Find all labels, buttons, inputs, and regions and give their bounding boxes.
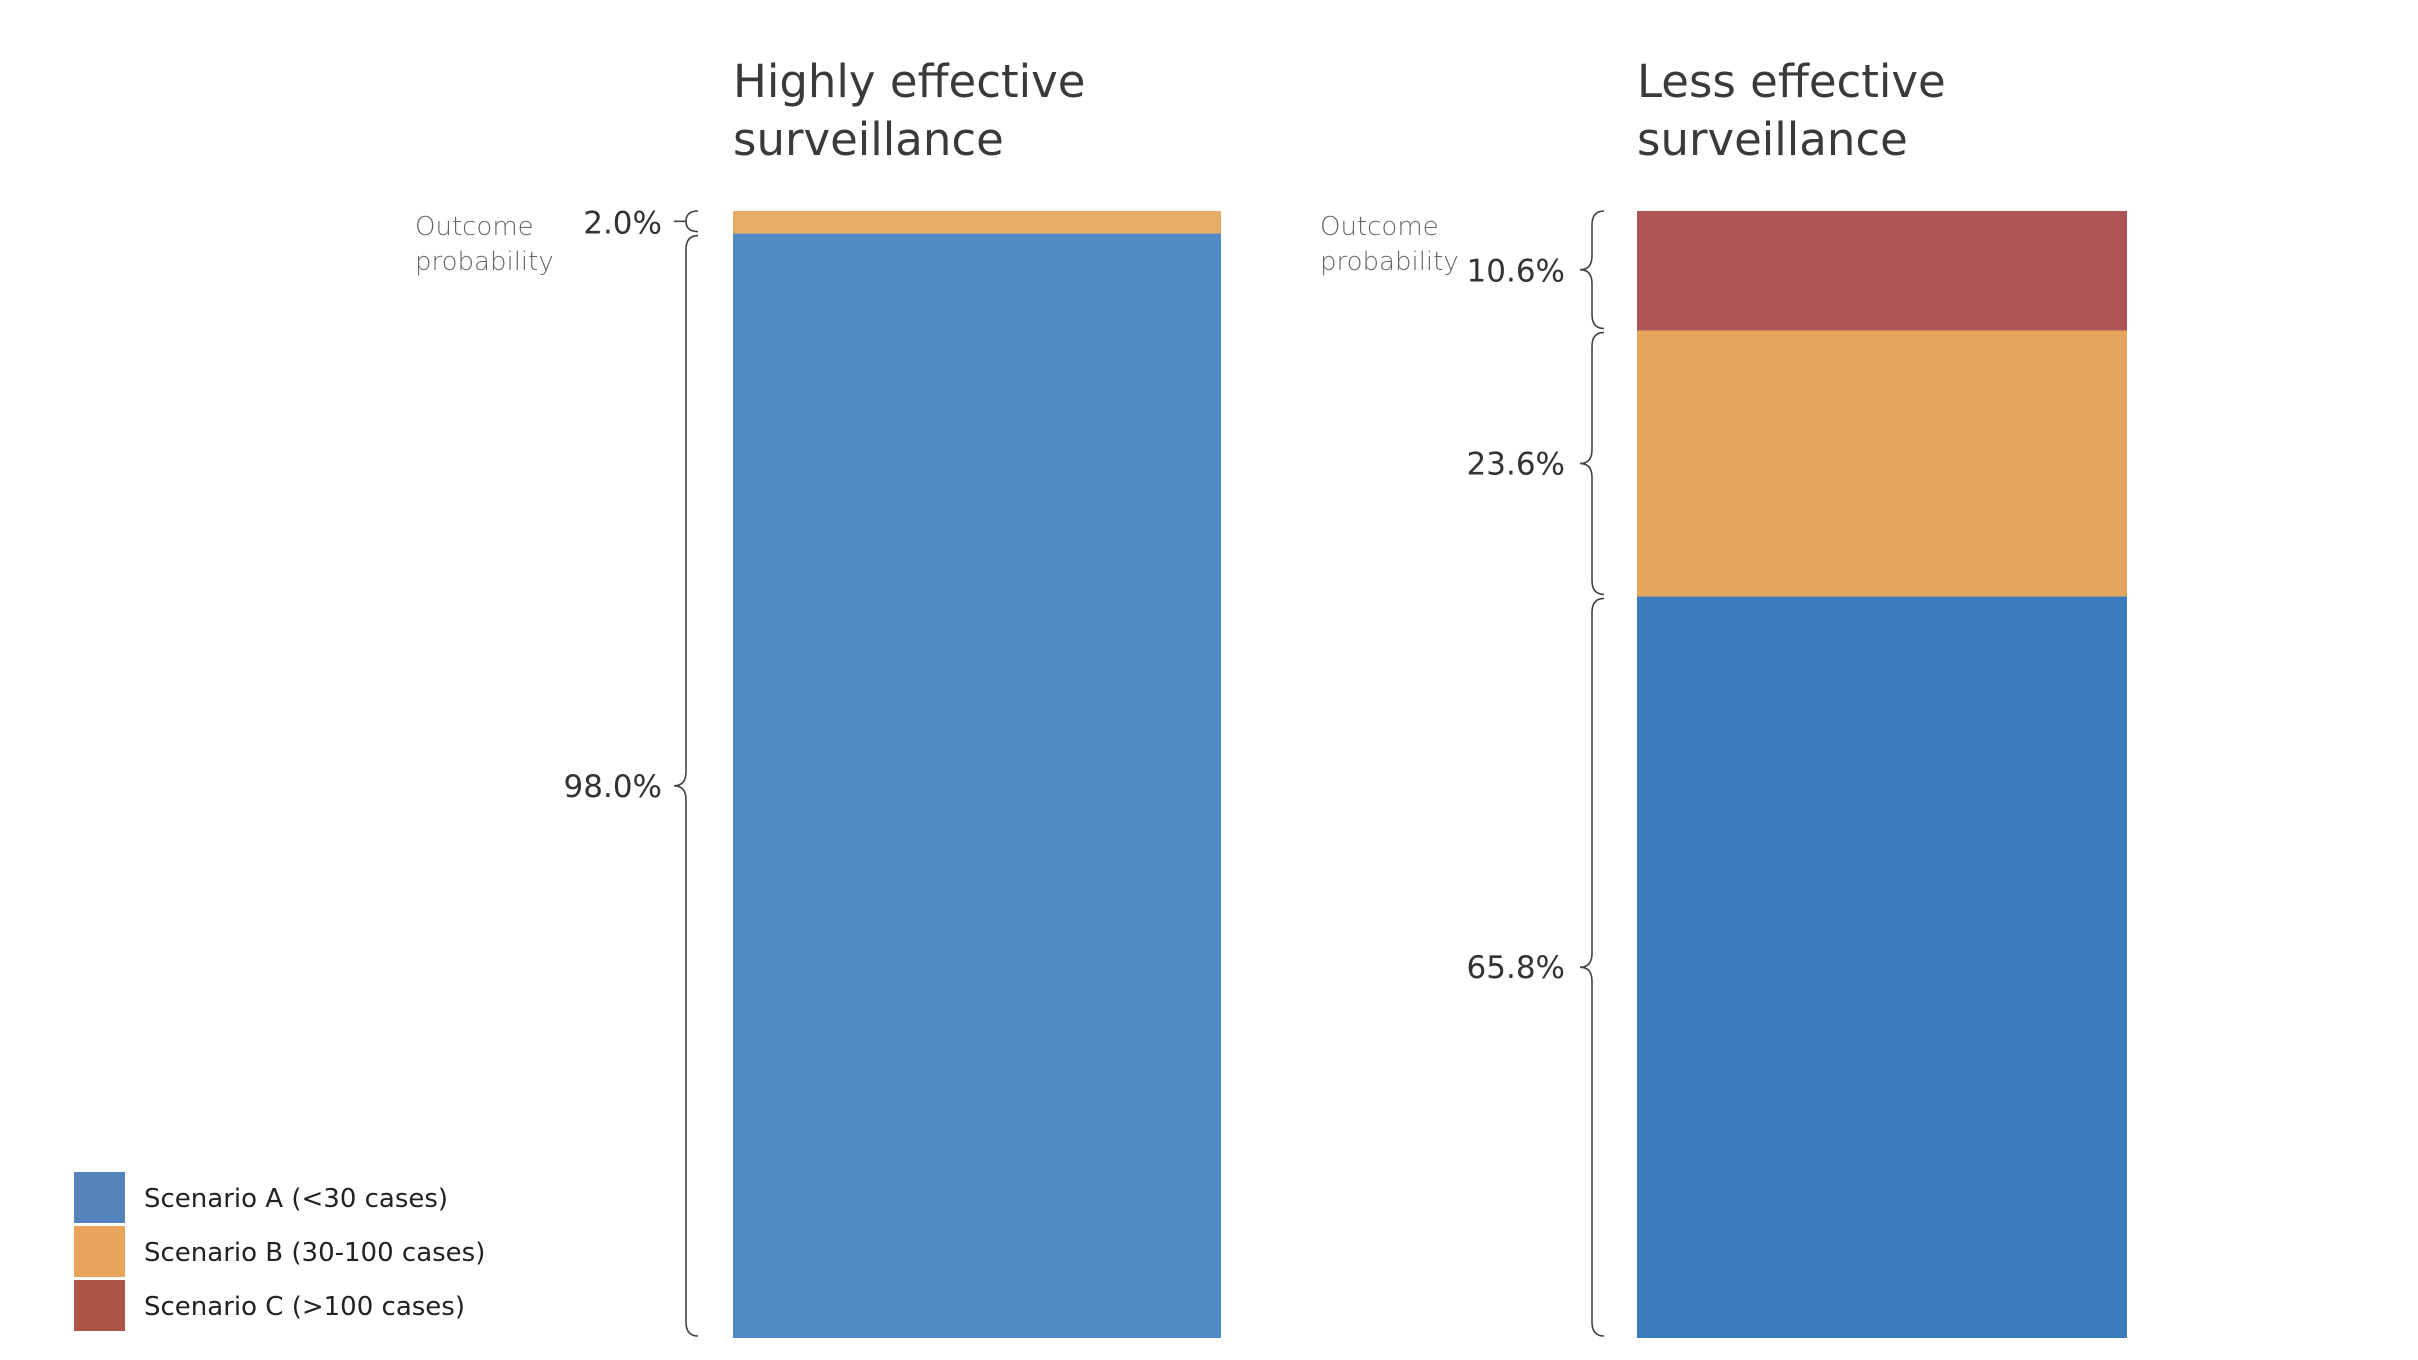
panel-2-brace-scenario-b (1579, 331, 1605, 596)
panel-1-title-line-2: surveillance (733, 113, 1004, 166)
panel-2-title-line-1: Less effective (1637, 55, 1946, 108)
panel-2-label-scenario-b: 23.6% (1467, 446, 1565, 482)
panel-2-label-scenario-c: 10.6% (1467, 254, 1565, 290)
panel-2-axis-note-line-1: Outcome (1320, 212, 1439, 242)
legend-label-scenario-a: Scenario A (<30 cases) (144, 1184, 448, 1214)
panel-1-axis-note-line-1: Outcome (415, 212, 534, 242)
legend-swatch-scenario-b (74, 1226, 125, 1277)
panel-1-brace-scenario-a (673, 234, 699, 1337)
panel-1-label-scenario-b: 2.0% (583, 205, 662, 241)
legend-swatch-scenario-c (74, 1280, 125, 1331)
panel-1-label-scenario-a: 98.0% (564, 769, 662, 805)
legend-swatch-scenario-a (74, 1172, 125, 1223)
panel-2-axis-note-line-2: probability (1320, 247, 1459, 277)
panel-1-bar-scenario-b (733, 211, 1221, 234)
panel-2-brace-scenario-a (1579, 597, 1605, 1337)
panel-2-label-scenario-a: 65.8% (1467, 950, 1565, 986)
panel-2-bar-scenario-a (1637, 596, 2127, 1338)
panel-1-title-line-1: Highly effective (733, 55, 1085, 108)
panel-2-brace-scenario-c (1579, 210, 1605, 330)
legend-label-scenario-c: Scenario C (>100 cases) (144, 1292, 465, 1322)
panel-2-bar-scenario-c (1637, 211, 2127, 331)
legend-label-scenario-b: Scenario B (30-100 cases) (144, 1238, 485, 1268)
panel-1-bar-scenario-a (733, 233, 1221, 1338)
panel-1-axis-note-line-2: probability (415, 247, 554, 277)
panel-2-bar-scenario-b (1637, 330, 2127, 597)
panel-2-title-line-2: surveillance (1637, 113, 1908, 166)
panel-1-brace-scenario-b (674, 210, 699, 233)
